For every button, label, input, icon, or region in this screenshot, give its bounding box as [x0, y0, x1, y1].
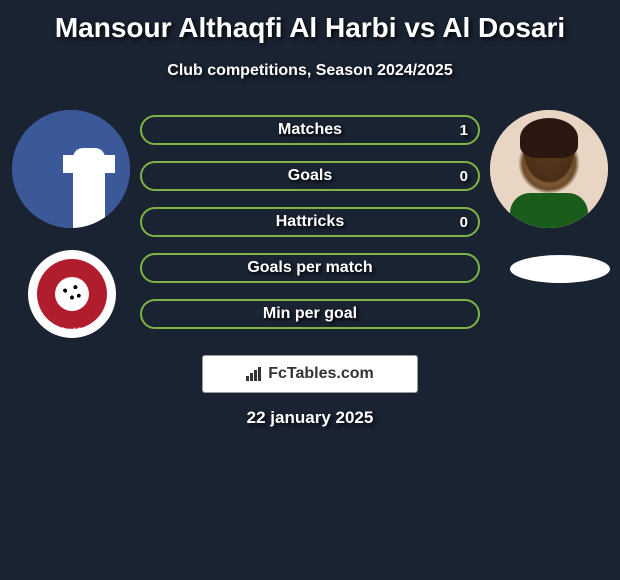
brand-text: FcTables.com — [268, 365, 374, 383]
page-title: Mansour Althaqfi Al Harbi vs Al Dosari — [0, 0, 620, 44]
player-left-avatar — [12, 110, 130, 228]
stat-bar: Min per goal — [140, 299, 480, 329]
stat-value-right: 1 — [460, 122, 468, 139]
stat-value-right: 0 — [460, 168, 468, 185]
player-right-avatar — [490, 110, 608, 228]
soccer-ball-icon — [37, 259, 107, 329]
stat-label: Goals — [288, 167, 332, 185]
stat-label: Matches — [278, 121, 342, 139]
stat-bar: Goals per match — [140, 253, 480, 283]
chart-icon — [246, 367, 264, 381]
date-label: 22 january 2025 — [0, 408, 620, 428]
stat-label: Min per goal — [263, 305, 357, 323]
facebook-icon — [12, 110, 130, 228]
stats-bars: 1 Matches 0 Goals 0 Hattricks Goals per match M… — [140, 115, 480, 345]
stat-bar: 0 Goals — [140, 161, 480, 191]
club-left-name: ALRaed S.FC — [28, 328, 116, 334]
brand-badge[interactable]: FcTables.com — [202, 355, 418, 393]
player-photo — [490, 110, 608, 228]
subtitle: Club competitions, Season 2024/2025 — [0, 62, 620, 80]
stat-value-right: 0 — [460, 214, 468, 231]
stat-bar: 1 Matches — [140, 115, 480, 145]
stat-bar: 0 Hattricks — [140, 207, 480, 237]
club-left-badge: ALRaed S.FC — [28, 250, 116, 338]
club-right-badge — [510, 255, 610, 283]
stat-label: Hattricks — [276, 213, 344, 231]
stat-label: Goals per match — [247, 259, 372, 277]
